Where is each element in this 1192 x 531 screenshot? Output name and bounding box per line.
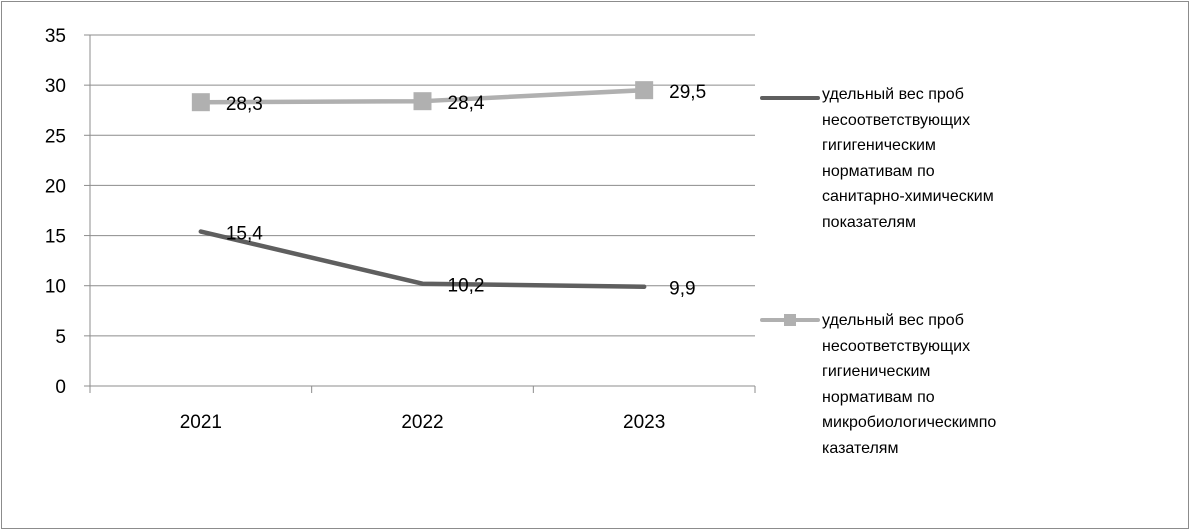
legend-item-microbiological: удельный вес проб несоответствующих гиги… [760,308,1060,468]
data-label: 28,4 [448,93,485,114]
series-line-0 [198,229,647,289]
axes: 0 5 10 15 20 25 30 35 2021 2022 2023 [45,26,756,433]
data-point-marker [635,81,654,100]
y-tick-label: 5 [55,327,66,348]
y-tick-label: 20 [45,176,66,197]
data-label: 28,3 [226,94,263,115]
x-tick-label: 2022 [401,412,443,433]
data-point-marker [191,93,210,112]
y-tick-label: 10 [45,277,66,298]
data-point [421,282,424,286]
series-layer [191,81,654,289]
legend-item-sanitary-chemical: удельный вес проб несоответствующих гиги… [760,82,1060,242]
legend-label: удельный вес проб несоответствующих гиги… [822,86,994,231]
data-label: 10,2 [448,276,485,297]
y-tick-label: 35 [45,26,66,47]
x-tick-label: 2023 [623,412,665,433]
y-tick-label: 0 [55,377,66,398]
data-labels: 15,4 10,2 9,9 28,3 28,4 29,5 [226,82,706,300]
data-point [642,285,646,289]
x-tick-label: 2021 [180,412,222,433]
legend-swatch-dark-line [760,96,820,100]
legend-swatch-gray-square [760,314,820,326]
gridlines [90,34,755,337]
data-label: 9,9 [669,279,695,300]
data-point-marker [413,92,432,111]
data-point [199,230,203,234]
legend-label: удельный вес проб несоответствующих гиги… [822,312,997,457]
data-label: 15,4 [226,224,263,245]
y-tick-label: 15 [45,227,66,248]
y-tick-label: 30 [45,76,66,97]
data-label: 29,5 [669,82,706,103]
y-tick-label: 25 [45,126,66,147]
